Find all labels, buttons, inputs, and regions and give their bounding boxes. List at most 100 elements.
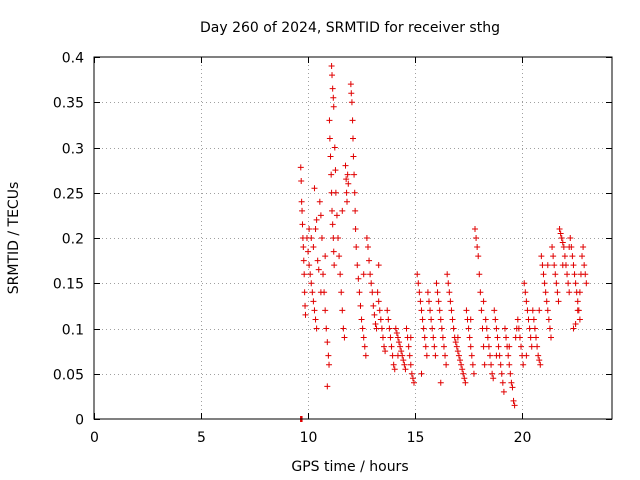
data-point	[409, 375, 416, 382]
data-point	[354, 262, 361, 269]
data-point	[388, 343, 395, 350]
data-point	[475, 253, 482, 260]
data-point	[550, 253, 557, 260]
data-point	[297, 164, 304, 171]
data-point	[435, 298, 442, 305]
data-point	[511, 402, 518, 409]
data-point	[448, 307, 455, 314]
data-point	[509, 384, 516, 391]
data-point	[533, 334, 540, 341]
data-point	[400, 357, 407, 364]
data-point	[299, 207, 306, 214]
data-point	[339, 307, 346, 314]
data-point	[540, 271, 547, 278]
data-point	[330, 103, 337, 110]
data-point	[310, 298, 317, 305]
data-point	[576, 289, 583, 296]
data-point	[534, 343, 541, 350]
data-point	[537, 361, 544, 368]
data-point	[330, 248, 337, 255]
data-point	[335, 235, 342, 241]
data-point	[394, 352, 401, 359]
data-point	[306, 225, 313, 232]
data-point	[311, 185, 318, 192]
data-point	[447, 298, 454, 305]
data-point	[461, 375, 468, 382]
data-point	[480, 298, 487, 305]
data-point	[463, 307, 470, 314]
data-point	[308, 235, 315, 241]
data-point	[570, 325, 577, 332]
data-point	[329, 221, 336, 228]
axis-ticks: 0 0.05 0.1 0.15 0.2 0.25 0.3 0.35 0.4 0 5 10 15 20	[53, 51, 612, 446]
data-point	[373, 325, 380, 332]
data-point	[349, 117, 356, 124]
data-point	[306, 262, 313, 269]
data-point	[376, 307, 383, 314]
data-point	[440, 343, 447, 350]
data-point	[347, 81, 354, 88]
data-point	[482, 316, 489, 323]
data-point	[555, 298, 562, 305]
data-point	[507, 370, 514, 377]
data-point	[313, 325, 320, 332]
data-point	[326, 117, 333, 124]
data-point	[338, 289, 345, 296]
data-point	[350, 135, 356, 142]
data-point	[329, 85, 336, 92]
data-point	[329, 72, 336, 79]
data-point	[553, 280, 560, 287]
data-point	[355, 275, 362, 282]
data-point	[468, 352, 475, 359]
data-point	[367, 271, 374, 278]
data-point	[518, 343, 525, 350]
data-point	[330, 94, 337, 101]
data-point	[551, 262, 558, 269]
data-point	[384, 307, 391, 314]
data-point	[574, 298, 581, 305]
data-point	[434, 289, 441, 296]
data-point	[315, 266, 322, 273]
x-axis-label: GPS time / hours	[291, 459, 408, 475]
data-point	[369, 289, 376, 296]
data-point	[499, 379, 506, 386]
data-point	[417, 298, 424, 305]
data-point	[459, 366, 466, 373]
data-point	[362, 352, 369, 359]
data-point	[560, 244, 567, 251]
data-point	[544, 262, 551, 269]
data-point	[328, 63, 335, 70]
data-point	[342, 162, 349, 169]
data-point	[535, 352, 542, 359]
data-point	[313, 216, 320, 223]
data-point	[327, 153, 334, 160]
data-point	[506, 361, 513, 368]
x-tick-label: 0	[90, 430, 99, 446]
data-point	[541, 280, 548, 287]
data-point	[298, 198, 305, 205]
data-point	[375, 298, 382, 305]
data-point	[416, 289, 423, 296]
data-point	[325, 352, 332, 359]
data-point	[476, 271, 483, 278]
y-tick-label: 0.05	[53, 368, 84, 384]
data-point	[356, 289, 363, 296]
data-point	[545, 316, 552, 323]
data-point	[350, 153, 357, 160]
data-point	[407, 361, 414, 368]
data-point	[364, 244, 371, 251]
y-tick-label: 0	[75, 413, 84, 429]
data-point	[428, 316, 435, 323]
data-point	[453, 343, 460, 350]
data-point	[317, 289, 324, 296]
data-point	[318, 235, 325, 241]
data-point	[508, 379, 515, 386]
data-point	[385, 316, 392, 323]
data-point	[503, 334, 510, 341]
data-point	[322, 253, 329, 260]
data-point	[445, 280, 452, 287]
data-point	[424, 289, 431, 296]
data-point	[572, 280, 579, 287]
data-point	[524, 307, 531, 314]
data-point	[443, 361, 450, 368]
